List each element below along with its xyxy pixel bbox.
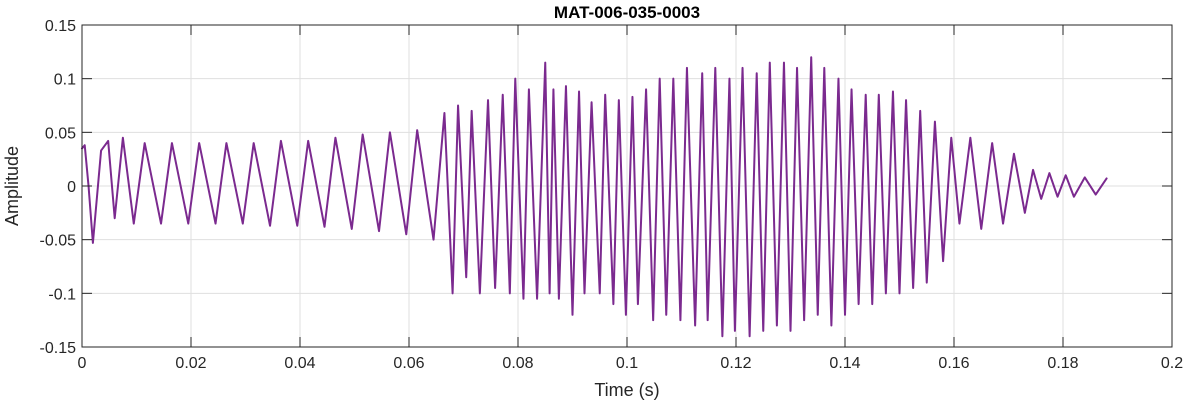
y-tick-label: 0.05 (45, 125, 76, 142)
x-tick-label: 0.1 (616, 355, 638, 372)
x-tick-label: 0.2 (1161, 355, 1183, 372)
y-tick-label: -0.05 (40, 233, 77, 250)
data-series (81, 56, 1108, 338)
y-tick-label: 0 (67, 179, 76, 196)
y-tick-label: -0.1 (48, 286, 76, 303)
tick-marks (81, 24, 1173, 348)
x-tick-label: 0.14 (829, 355, 860, 372)
y-axis-label: Amplitude (2, 146, 22, 226)
y-tick-label: -0.15 (40, 340, 77, 357)
y-tick-label: 0.15 (45, 18, 76, 35)
x-tick-label: 0 (78, 355, 87, 372)
x-tick-label: 0.04 (284, 355, 315, 372)
x-tick-label: 0.16 (938, 355, 969, 372)
chart-title: MAT-006-035-0003 (554, 3, 700, 22)
x-tick-label: 0.06 (393, 355, 424, 372)
x-tick-label: 0.18 (1047, 355, 1078, 372)
y-tick-label: 0.1 (54, 72, 76, 89)
x-tick-label: 0.12 (720, 355, 751, 372)
series-line-0 (81, 56, 1108, 338)
x-tick-label: 0.02 (175, 355, 206, 372)
x-axis-label: Time (s) (594, 380, 659, 400)
x-tick-label: 0.08 (502, 355, 533, 372)
